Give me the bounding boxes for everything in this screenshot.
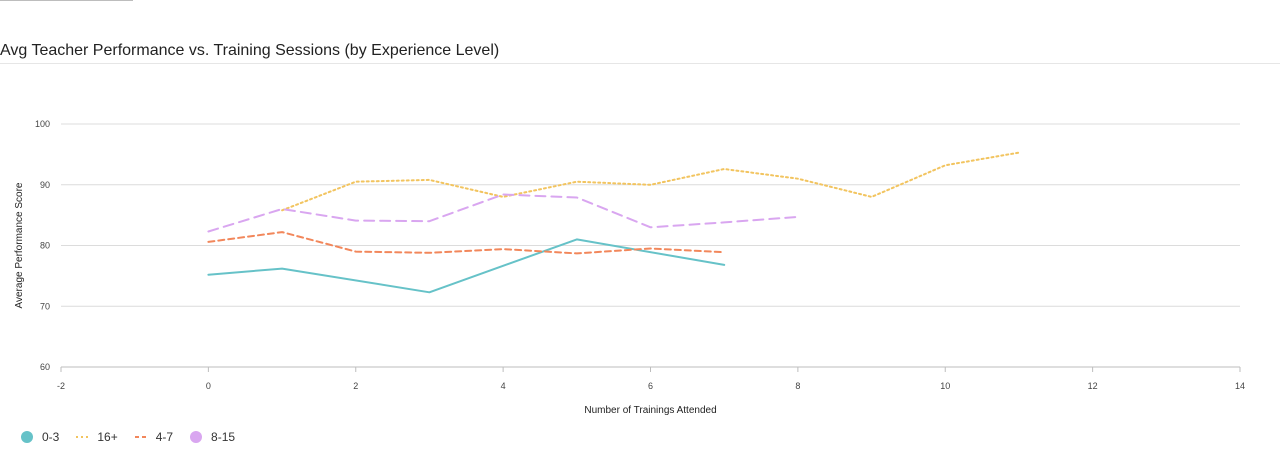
circle-icon [190,431,203,443]
legend-item-16+[interactable]: 16+ [75,430,118,444]
dashed-line-icon [134,436,149,438]
x-tick-label: 6 [648,381,653,391]
y-tick-label: 60 [40,362,50,372]
chart-legend: 0-3 16+ 4-7 8-15 [20,430,251,444]
legend-item-8-15[interactable]: 8-15 [189,430,235,444]
series-line-0-3 [207,238,726,294]
x-tick-label: 14 [1235,381,1245,391]
series-line-16+ [281,151,1020,212]
x-tick-label: 10 [940,381,950,391]
legend-label: 16+ [97,430,118,444]
y-tick-label: 100 [35,119,50,129]
legend-item-4-7[interactable]: 4-7 [134,430,173,444]
title-divider [0,63,1280,64]
x-tick-label: 4 [501,381,506,391]
series-line-8-15 [207,193,799,233]
dotted-line-icon [76,436,91,438]
x-tick-label: 2 [353,381,358,391]
series-line-4-7 [207,231,726,255]
x-tick-label: 8 [795,381,800,391]
circle-icon [21,431,33,443]
legend-label: 4-7 [155,430,174,444]
legend-item-0-3[interactable]: 0-3 [20,430,59,444]
x-tick-label: -2 [57,381,65,391]
y-axis-title: Average Performance Score [14,182,25,308]
y-tick-label: 90 [40,180,50,190]
y-tick-label: 70 [40,301,50,311]
chart-title: Avg Teacher Performance vs. Training Ses… [0,42,500,59]
x-tick-label: 0 [206,381,211,391]
x-axis-title: Number of Trainings Attended [584,405,716,416]
y-tick-label: 80 [40,241,50,251]
legend-label: 8-15 [211,430,236,444]
x-tick-label: 12 [1088,381,1098,391]
top-divider [0,0,133,1]
legend-label: 0-3 [42,430,60,444]
